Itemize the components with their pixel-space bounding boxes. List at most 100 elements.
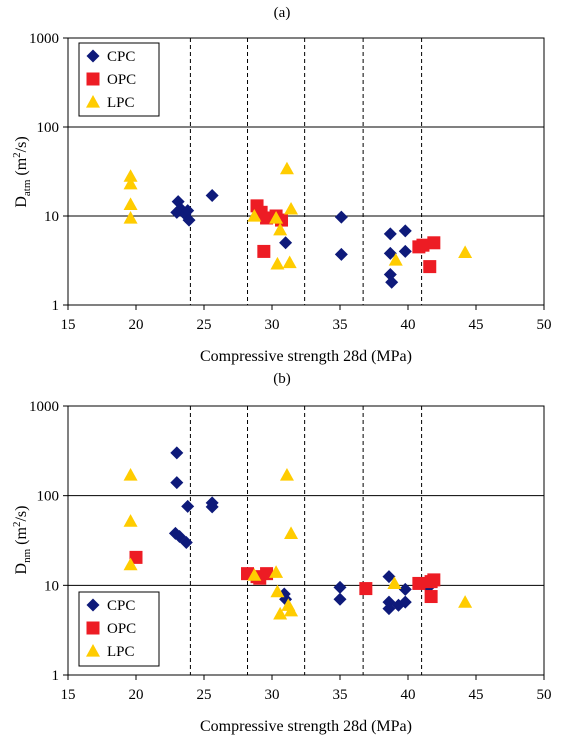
opc-point (416, 238, 430, 252)
x-tick-label: 25 (197, 317, 212, 333)
lpc-point (388, 253, 403, 266)
lpc-point (123, 468, 138, 481)
plot-area-frame (67, 405, 545, 676)
legend-label-lpc: LPC (107, 95, 135, 111)
cpc-point (205, 500, 219, 514)
cpc-point (383, 227, 397, 241)
legend-marker-opc (86, 621, 100, 635)
y-axis-title-unit-sup: 2 (11, 522, 23, 528)
x-tick-label: 40 (401, 687, 416, 703)
x-tick-label: 50 (537, 687, 552, 703)
lpc-point (123, 169, 138, 182)
y-tick-label: 10 (44, 209, 59, 225)
cpc-point (181, 499, 195, 513)
lpc-point (123, 557, 138, 571)
legend-marker-opc (86, 72, 100, 86)
y-axis-title-base: D (13, 196, 30, 208)
x-tick-label: 30 (265, 687, 280, 703)
x-axis-title: Compressive strength 28d (MPa) (200, 718, 412, 735)
lpc-point (123, 176, 138, 190)
cpc-point (179, 536, 193, 550)
y-tick-label: 100 (37, 120, 60, 136)
lpc-point (273, 222, 288, 236)
cpc-point (398, 595, 412, 609)
legend-marker-lpc (86, 644, 100, 657)
legend-label-opc: OPC (107, 621, 136, 637)
y-axis-title-unit-close: /s) (13, 506, 30, 522)
lpc-point (123, 210, 138, 224)
y-axis-title-unit-open: (m (13, 157, 30, 179)
lpc-point (284, 201, 299, 215)
x-tick-label: 50 (537, 317, 552, 333)
chart-panel-b: (b) 15 20 25 30 35 40 45 50 1 10 100 1000 CPC OPC LPC… (11, 371, 552, 735)
legend-marker-cpc (86, 49, 100, 63)
cpc-point (333, 580, 347, 594)
x-tick-label: 40 (401, 317, 416, 333)
cpc-point (334, 247, 348, 261)
opc-point (423, 260, 437, 274)
lpc-point (247, 209, 262, 222)
y-axis-title: Datm (m2/s) (11, 136, 33, 207)
lpc-point (270, 584, 285, 598)
y-axis-title-base: D (13, 563, 30, 575)
x-tick-label: 15 (61, 687, 76, 703)
lpc-point (387, 576, 402, 590)
x-tick-label: 45 (469, 317, 484, 333)
y-tick-label: 1000 (29, 31, 59, 47)
panel-label: (a) (274, 5, 291, 21)
y-axis-title-subscript: atm (21, 179, 33, 196)
y-axis-title-unit-close: /s) (13, 136, 30, 152)
lpc-point (270, 256, 285, 270)
opc-point (359, 582, 373, 596)
opc-point (257, 244, 271, 258)
cpc-point (398, 224, 412, 238)
cpc-point (205, 188, 219, 202)
y-tick-label: 1000 (29, 399, 59, 415)
cpc-point (398, 582, 412, 596)
x-tick-label: 15 (61, 317, 76, 333)
lpc-point (458, 245, 473, 258)
cpc-point (398, 244, 412, 258)
cpc-point (334, 210, 348, 224)
lpc-point (247, 568, 262, 581)
opc-point (427, 573, 441, 587)
cpc-point (181, 204, 195, 218)
y-tick-label: 10 (44, 578, 59, 594)
plot-area-frame (67, 37, 545, 306)
x-tick-label: 35 (333, 317, 348, 333)
lpc-point (279, 468, 294, 481)
cpc-point (383, 246, 397, 260)
legend-marker-lpc (86, 95, 100, 108)
panel-label: (b) (273, 371, 291, 387)
x-tick-label: 25 (197, 687, 212, 703)
lpc-point (123, 197, 138, 211)
lpc-point (269, 210, 284, 224)
legend-label-cpc: CPC (107, 49, 135, 65)
legend-marker-cpc (86, 598, 100, 612)
lpc-point (123, 514, 138, 527)
y-tick-label: 1 (52, 668, 60, 684)
opc-point (412, 576, 426, 590)
cpc-point (333, 592, 347, 606)
legend-label-cpc: CPC (107, 598, 135, 614)
cpc-point (385, 275, 399, 289)
x-tick-label: 20 (129, 317, 144, 333)
opc-point (129, 550, 143, 564)
cpc-point (279, 236, 293, 250)
lpc-point (269, 565, 284, 578)
legend-label-lpc: LPC (107, 644, 135, 660)
legend: CPC OPC LPC (78, 591, 160, 667)
cpc-point (182, 213, 196, 227)
y-axis-title-unit-sup: 2 (11, 152, 23, 158)
opc-point (427, 236, 441, 250)
x-tick-label: 35 (333, 687, 348, 703)
cpc-point (382, 570, 396, 584)
legend: CPC OPC LPC (78, 42, 160, 117)
y-tick-label: 100 (37, 489, 60, 505)
opc-point (260, 567, 274, 581)
legend-label-opc: OPC (107, 72, 136, 88)
x-tick-label: 20 (129, 687, 144, 703)
x-axis-title: Compressive strength 28d (MPa) (200, 348, 412, 365)
lpc-point (273, 606, 288, 620)
